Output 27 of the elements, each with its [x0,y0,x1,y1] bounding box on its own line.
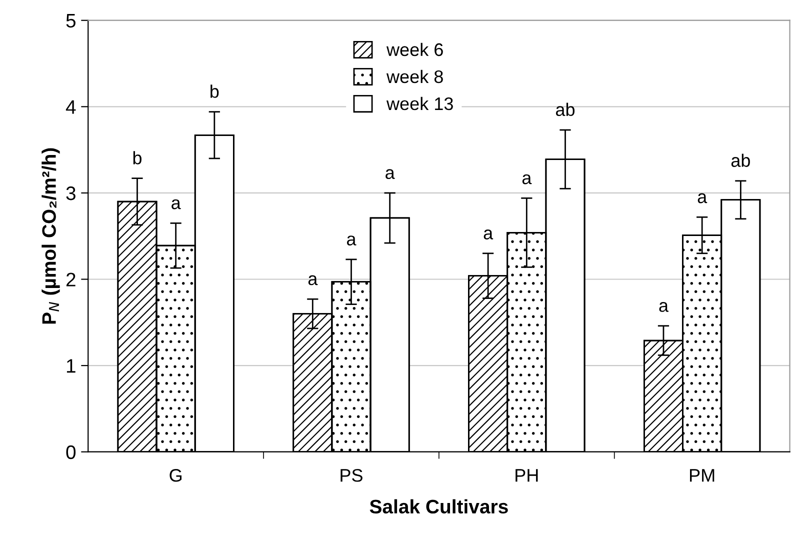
annotation: b [133,151,142,164]
y-tick-label: 3 [66,186,76,200]
x-tick-label: PH [516,469,538,482]
annotation: a [386,169,395,180]
annotation: a [659,302,669,312]
legend-label: week 13 [386,96,453,110]
annotation: a [522,174,532,184]
y-axis-title: P$_{N}$ (µmol CO₂/m²/h) [42,148,60,324]
x-axis-title: Salak Cultivars [370,499,508,514]
legend-label: week 8 [386,70,443,84]
x-tick-label: PS [340,468,362,482]
annotation: ab [556,102,575,116]
x-tick-label: PM [690,469,714,482]
annotation: ab [731,154,750,167]
y-tick-label: 0 [66,445,76,460]
y-tick-label: 2 [66,272,76,286]
annotation: a [484,230,494,240]
annotation: b [210,84,219,98]
annotation: a [346,236,356,246]
annotation: a [698,193,708,204]
y-tick-label: 4 [66,100,76,114]
y-tick-label: 1 [66,359,76,373]
annotation: a [308,275,318,286]
y-tick-label: 5 [66,14,76,28]
legend-label: week 6 [386,42,443,56]
x-tick-label: G [170,468,182,482]
annotation: a [172,199,181,210]
